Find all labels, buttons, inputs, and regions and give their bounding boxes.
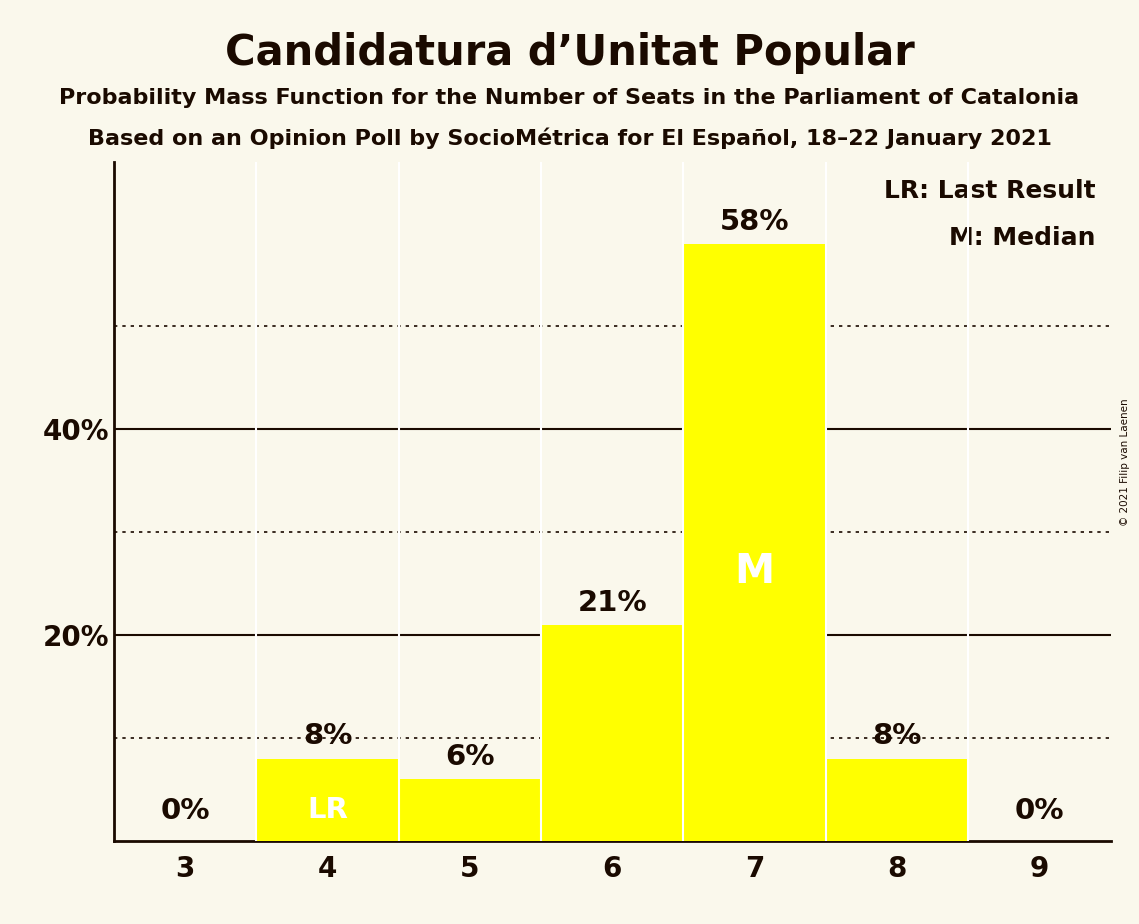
Text: 0%: 0% — [161, 797, 210, 825]
Text: © 2021 Filip van Laenen: © 2021 Filip van Laenen — [1120, 398, 1130, 526]
Text: M: Median: M: Median — [949, 226, 1096, 250]
Bar — [683, 244, 826, 841]
Bar — [256, 759, 399, 841]
Text: Probability Mass Function for the Number of Seats in the Parliament of Catalonia: Probability Mass Function for the Number… — [59, 88, 1080, 108]
Text: LR: LR — [308, 796, 347, 823]
Text: Based on an Opinion Poll by SocioMétrica for El Español, 18–22 January 2021: Based on an Opinion Poll by SocioMétrica… — [88, 128, 1051, 149]
Text: 0%: 0% — [1015, 797, 1064, 825]
Text: Candidatura d’Unitat Popular: Candidatura d’Unitat Popular — [224, 32, 915, 74]
Text: 58%: 58% — [720, 208, 789, 236]
Text: 8%: 8% — [303, 723, 352, 750]
Text: 8%: 8% — [872, 723, 921, 750]
Bar — [826, 759, 968, 841]
Text: M: M — [735, 553, 775, 592]
Text: 21%: 21% — [577, 589, 647, 616]
Bar — [541, 625, 683, 841]
Text: 6%: 6% — [445, 743, 494, 771]
Bar — [399, 779, 541, 841]
Text: LR: Last Result: LR: Last Result — [884, 178, 1096, 202]
